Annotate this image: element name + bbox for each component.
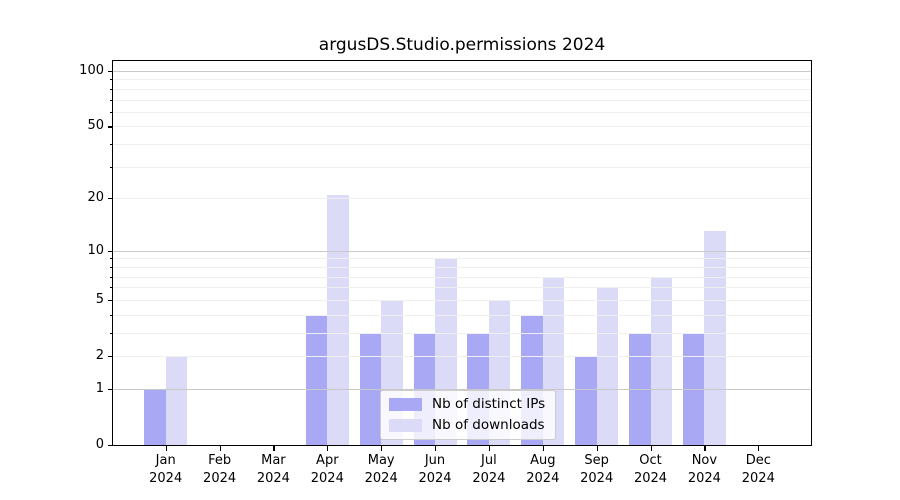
bar-ips-sep	[575, 356, 597, 445]
gridline-minor	[113, 287, 811, 289]
gridline-minor	[113, 276, 811, 278]
x-tick-label: Jan 2024	[149, 453, 183, 486]
x-tick	[596, 446, 598, 451]
legend-label: Nb of distinct IPs	[432, 396, 546, 412]
gridline-minor	[113, 144, 811, 146]
y-tick	[107, 445, 112, 447]
y-minor-tick	[109, 276, 112, 278]
y-tick-label: 50	[87, 118, 104, 134]
y-tick-label: 5	[95, 291, 104, 307]
x-tick	[327, 446, 329, 451]
gridline-major	[113, 250, 811, 252]
bar-downloads-nov	[704, 231, 726, 445]
gridline-minor	[113, 166, 811, 168]
legend-row: Nb of distinct IPs	[389, 396, 545, 412]
y-tick-label: 10	[87, 242, 104, 258]
gridline-minor	[113, 332, 811, 334]
gridline-minor	[113, 111, 811, 113]
bar-downloads-apr	[327, 194, 349, 445]
bar-downloads-oct	[650, 276, 673, 445]
gridline-minor	[113, 126, 811, 128]
x-tick-label: Jul 2024	[472, 453, 506, 486]
legend: Nb of distinct IPs Nb of downloads	[380, 390, 557, 440]
gridline-major	[113, 71, 811, 72]
x-tick-label: May 2024	[364, 453, 398, 486]
y-tick	[107, 356, 112, 358]
y-minor-tick	[109, 88, 112, 90]
bar-downloads-jan	[165, 356, 188, 445]
gridline-minor	[113, 99, 811, 101]
y-minor-tick	[109, 144, 112, 146]
y-tick	[107, 299, 112, 301]
y-tick	[107, 71, 112, 73]
y-minor-tick	[109, 266, 112, 268]
legend-swatch-downloads	[389, 418, 422, 432]
x-tick-label: Aug 2024	[526, 453, 560, 486]
y-tick	[107, 388, 112, 390]
y-minor-tick	[109, 332, 112, 334]
gridline-minor	[113, 198, 811, 200]
x-tick-label: Feb 2024	[203, 453, 237, 486]
x-tick	[650, 446, 652, 451]
y-tick-label: 20	[87, 190, 104, 206]
y-minor-tick	[109, 79, 112, 81]
bar-ips-jan	[144, 388, 166, 445]
x-tick	[542, 446, 544, 451]
gridline-minor	[113, 79, 811, 81]
x-tick	[381, 446, 383, 451]
y-tick	[107, 250, 112, 252]
x-tick	[704, 446, 706, 451]
y-minor-tick	[109, 287, 112, 289]
bar-downloads-sep	[596, 287, 619, 445]
gridline-minor	[113, 266, 811, 268]
x-tick-label: Dec 2024	[741, 453, 775, 486]
x-tick-label: Sep 2024	[580, 453, 614, 486]
y-minor-tick	[109, 99, 112, 101]
y-minor-tick	[109, 258, 112, 260]
y-tick-label: 1	[95, 380, 104, 396]
x-tick	[758, 446, 760, 451]
x-tick-label: Jun 2024	[418, 453, 452, 486]
x-tick	[435, 446, 437, 451]
gridline-minor	[113, 258, 811, 260]
x-tick	[488, 446, 491, 451]
plot-area	[112, 60, 812, 446]
x-tick	[273, 446, 275, 451]
y-minor-tick	[109, 111, 112, 113]
x-tick-label: Nov 2024	[687, 453, 721, 486]
y-tick-label: 100	[79, 63, 104, 78]
chart-title: argusDS.Studio.permissions 2024	[318, 35, 606, 55]
x-tick-label: Mar 2024	[256, 453, 290, 486]
gridline-minor	[113, 314, 811, 316]
y-tick-label: 0	[95, 437, 104, 452]
x-tick	[165, 446, 167, 451]
legend-row: Nb of downloads	[389, 417, 545, 433]
gridline-minor	[113, 88, 811, 90]
y-tick	[107, 126, 112, 128]
y-minor-tick	[109, 314, 112, 316]
legend-swatch-ips	[389, 397, 422, 411]
gridline-major	[113, 388, 811, 390]
y-minor-tick	[109, 166, 112, 168]
gridline-minor	[113, 299, 811, 301]
bar-ips-apr	[305, 314, 328, 445]
legend-label: Nb of downloads	[432, 417, 545, 433]
y-tick	[107, 198, 112, 200]
gridline-minor	[113, 356, 811, 357]
x-tick-label: Apr 2024	[310, 453, 344, 486]
x-tick	[219, 446, 221, 451]
x-tick-label: Oct 2024	[633, 453, 668, 486]
y-tick-label: 2	[95, 348, 104, 363]
